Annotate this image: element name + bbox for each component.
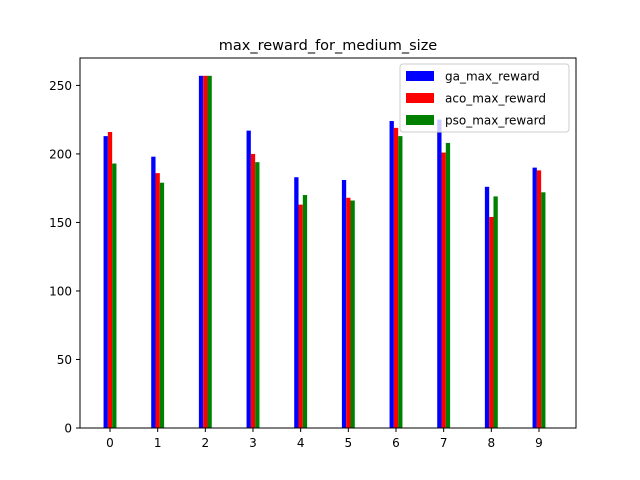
bar-pso-max-reward-2	[207, 75, 212, 428]
y-tick-label: 250	[49, 79, 72, 93]
bar-ga-max-reward-7	[437, 119, 442, 429]
bar-ga-max-reward-5	[341, 179, 347, 428]
x-tick-label: 9	[535, 436, 543, 450]
bar-aco-max-reward-6	[393, 127, 399, 428]
bar-ga-max-reward-9	[532, 167, 537, 428]
legend-swatch-aco-max-reward	[406, 93, 434, 103]
x-tick-label: 2	[202, 436, 210, 450]
x-axis: 0 1 2 3 4 5 6 7 8 9	[106, 428, 543, 450]
legend-label-ga-max-reward: ga_max_reward	[445, 70, 540, 84]
y-tick-label: 0	[64, 422, 72, 436]
bar-ga-max-reward-1	[151, 156, 156, 429]
legend-label-pso-max-reward: pso_max_reward	[445, 114, 546, 128]
bar-pso-max-reward-0	[112, 163, 117, 428]
bar-ga-max-reward-4	[294, 177, 299, 428]
bar-aco-max-reward-5	[346, 197, 351, 428]
bar-pso-max-reward-3	[255, 162, 260, 428]
legend-swatch-pso-max-reward	[406, 115, 434, 125]
legend: ga_max_reward aco_max_reward pso_max_rewar…	[399, 63, 570, 133]
x-tick-label: 6	[392, 436, 400, 450]
bar-ga-max-reward-8	[484, 186, 490, 428]
legend-label-aco-max-reward: aco_max_reward	[445, 92, 546, 106]
bar-pso-max-reward-1	[159, 182, 165, 428]
bar-pso-max-reward-5	[350, 200, 355, 428]
bar-ga-max-reward-2	[198, 75, 204, 428]
bar-ga-max-reward-6	[389, 121, 394, 428]
bar-aco-max-reward-9	[536, 170, 542, 428]
x-tick-label: 7	[440, 436, 448, 450]
bar-aco-max-reward-1	[155, 173, 160, 428]
bar-aco-max-reward-8	[489, 216, 494, 428]
y-axis: 0 50 100 150 200 250	[49, 79, 80, 436]
bar-ga-max-reward-3	[246, 130, 251, 428]
bar-pso-max-reward-9	[541, 192, 546, 428]
y-tick-label: 200	[49, 147, 72, 161]
x-tick-label: 1	[154, 436, 162, 450]
x-tick-label: 0	[106, 436, 114, 450]
bar-pso-max-reward-4	[302, 195, 308, 428]
bar-pso-max-reward-6	[398, 136, 403, 429]
x-tick-label: 8	[488, 436, 496, 450]
bar-aco-max-reward-4	[298, 204, 303, 428]
bar-aco-max-reward-7	[441, 152, 446, 428]
bar-aco-max-reward-3	[250, 153, 256, 428]
x-tick-label: 3	[249, 436, 257, 450]
bar-aco-max-reward-0	[107, 132, 113, 428]
bar-pso-max-reward-7	[445, 142, 451, 428]
bar-ga-max-reward-0	[103, 136, 108, 429]
legend-box	[399, 63, 570, 133]
legend-swatch-ga-max-reward	[406, 71, 434, 81]
y-tick-label: 50	[57, 353, 72, 367]
bar-aco-max-reward-2	[203, 75, 208, 428]
x-tick-label: 4	[297, 436, 305, 450]
chart-title: max_reward_for_medium_size	[219, 38, 438, 54]
bar-pso-max-reward-8	[493, 196, 498, 428]
bars-layer	[103, 75, 546, 429]
plot-area-frame	[79, 57, 577, 429]
y-tick-label: 150	[49, 216, 72, 230]
x-tick-label: 5	[345, 436, 353, 450]
y-tick-label: 100	[49, 284, 72, 298]
